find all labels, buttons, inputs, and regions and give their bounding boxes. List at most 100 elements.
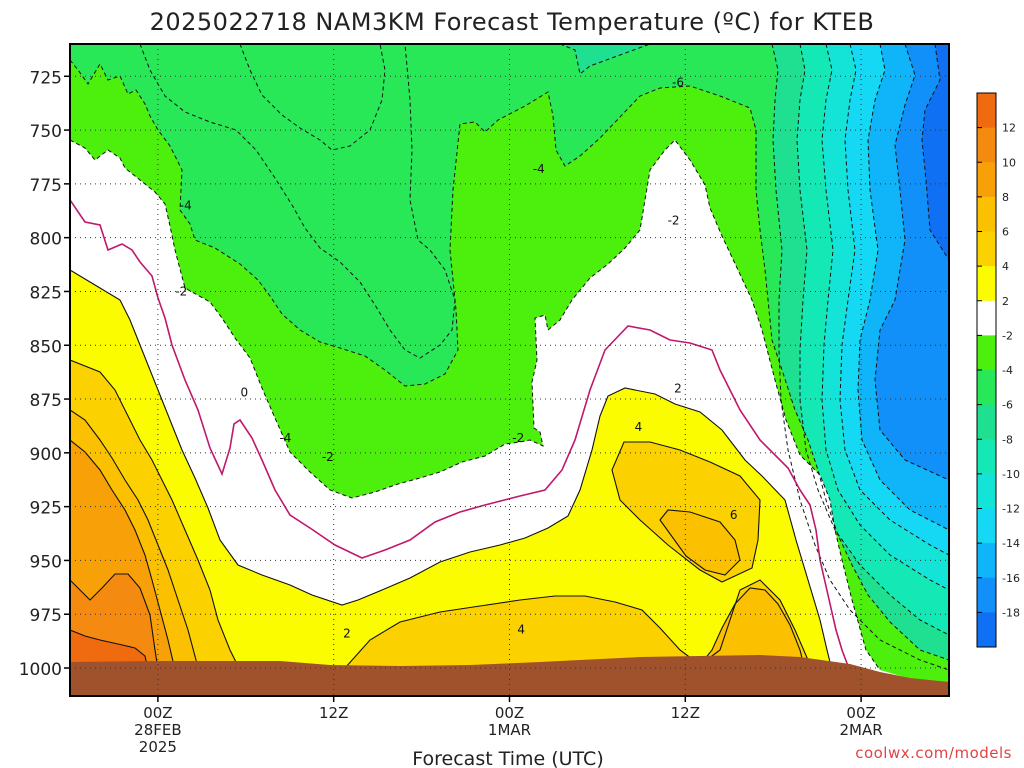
colorbar-swatch	[977, 439, 996, 475]
contour-minus8-loop	[239, 44, 386, 151]
contour-label: -2	[668, 213, 680, 227]
y-tick-label: 750	[30, 122, 62, 142]
band-plus2-to-plus4	[70, 270, 949, 696]
y-tick-label: 875	[30, 391, 62, 411]
y-axis: 725 750 775 800 825 850 875 900 925 950 975 1000	[19, 68, 70, 680]
contour-label: -4	[279, 431, 291, 445]
contour-label: 2	[674, 381, 682, 395]
plot-area: -6 -4 -4 -4 -2 -2 -2 -2 0 2 2 4 4 6	[70, 44, 949, 696]
colorbar-label: -6	[1002, 399, 1013, 412]
x-tick-label: 12Z	[319, 704, 348, 722]
colorbar-label: 6	[1002, 226, 1009, 239]
x-tick-label: 00Z	[846, 704, 875, 722]
contour-plus12	[70, 629, 149, 671]
contour-label: -6	[672, 76, 684, 90]
contour-label: 2	[343, 627, 351, 641]
contour-plus6-lower	[70, 409, 201, 676]
colorbar-swatch	[977, 404, 996, 440]
contour-label: 0	[241, 386, 249, 400]
colorbar-swatch	[977, 612, 996, 648]
y-tick-label: 1000	[19, 660, 62, 680]
contour-label: 4	[517, 622, 525, 636]
colorbar-swatch	[977, 162, 996, 198]
contour-label: 4	[635, 420, 643, 434]
colorbar-swatch	[977, 473, 996, 509]
contour-label: -2	[175, 284, 187, 298]
contour-zero	[70, 199, 849, 667]
contour-plus8	[70, 439, 176, 671]
y-tick-label: 850	[30, 337, 62, 357]
colorbar-swatch	[977, 266, 996, 302]
x-axis-label: Forecast Time (UTC)	[412, 748, 603, 768]
negative-contours	[70, 44, 949, 671]
credit-text: coolwx.com/models	[855, 744, 1012, 762]
contour-label: -2	[322, 450, 334, 464]
colorbar-label: -16	[1002, 572, 1020, 585]
y-tick-label: 800	[30, 230, 62, 250]
contour-plus4-upper	[611, 441, 761, 583]
colorbar-label: 8	[1002, 191, 1009, 204]
x-tick-label: 00Z	[495, 704, 524, 722]
grid-lines	[70, 44, 949, 696]
y-tick-label: 975	[30, 606, 62, 626]
colorbar-label: 4	[1002, 260, 1009, 273]
x-tick-label: 00Z	[143, 704, 172, 722]
colorbar-label: 2	[1002, 295, 1009, 308]
y-tick-label: 900	[30, 445, 62, 465]
x-tick-label: 28FEB	[134, 721, 181, 739]
contour-minus14	[857, 44, 949, 531]
contour-plus6-upper	[659, 509, 741, 576]
colorbar-swatch	[977, 335, 996, 371]
contour-plus10	[70, 573, 159, 671]
contour-labels: -6 -4 -4 -4 -2 -2 -2 -2 0 2 2 4 4 6	[175, 76, 738, 641]
colorbar-swatch	[977, 577, 996, 613]
y-tick-label: 725	[30, 68, 62, 88]
contour-label: -2	[512, 431, 524, 445]
x-tick-label: 2MAR	[840, 721, 883, 739]
colorbar-swatch	[977, 300, 996, 336]
y-tick-label: 825	[30, 283, 62, 303]
x-tick-label: 1MAR	[488, 721, 531, 739]
contour-minus12	[839, 44, 949, 556]
colorbar-label: -4	[1002, 364, 1013, 377]
y-tick-label: 775	[30, 176, 62, 196]
colorbar-label: 10	[1002, 156, 1016, 169]
contour-minus10	[821, 44, 949, 591]
colorbar-label: 12	[1002, 122, 1016, 135]
terrain-fill	[70, 655, 949, 696]
y-tick-label: 925	[30, 499, 62, 519]
x-tick-label: 2025	[139, 738, 177, 756]
x-tick-label: 12Z	[671, 704, 700, 722]
colorbar-swatch	[977, 231, 996, 267]
contour-minus2	[70, 139, 881, 671]
colorbar-label: -18	[1002, 606, 1020, 619]
contour-plus2	[70, 269, 833, 671]
colorbar-swatch	[977, 370, 996, 406]
chart-title: 2025022718 NAM3KM Forecast Temperature (…	[150, 8, 875, 36]
contour-minus16	[874, 44, 949, 481]
colorbar-swatch	[977, 543, 996, 579]
colorbar-label: -10	[1002, 468, 1020, 481]
contour-minus6-loop	[139, 44, 456, 359]
contour-plus6-bottom	[699, 587, 806, 671]
colorbar-swatch	[977, 93, 996, 129]
colorbar-swatch	[977, 508, 996, 544]
contour-minus8	[796, 44, 949, 636]
colorbar-swatch	[977, 127, 996, 163]
colorbar-label: -2	[1002, 329, 1013, 342]
positive-contours	[70, 269, 833, 676]
contour-label: -4	[533, 162, 545, 176]
y-tick-label: 950	[30, 552, 62, 572]
contour-label: 6	[730, 508, 738, 522]
contour-plus4-bottom	[344, 579, 809, 669]
contour-label: -4	[180, 198, 192, 212]
colorbar: 12 10 8 6 4 2 -2 -4 -6 -8 -10 -12 -14 -16 -18	[976, 92, 1020, 648]
band-plus6-to-plus8-upper	[660, 510, 740, 575]
colorbar-label: -12	[1002, 503, 1020, 516]
colorbar-swatch	[977, 196, 996, 232]
contour-minus18	[921, 44, 949, 261]
colorbar-label: -14	[1002, 537, 1020, 550]
contour-plus4-lower	[70, 359, 241, 671]
